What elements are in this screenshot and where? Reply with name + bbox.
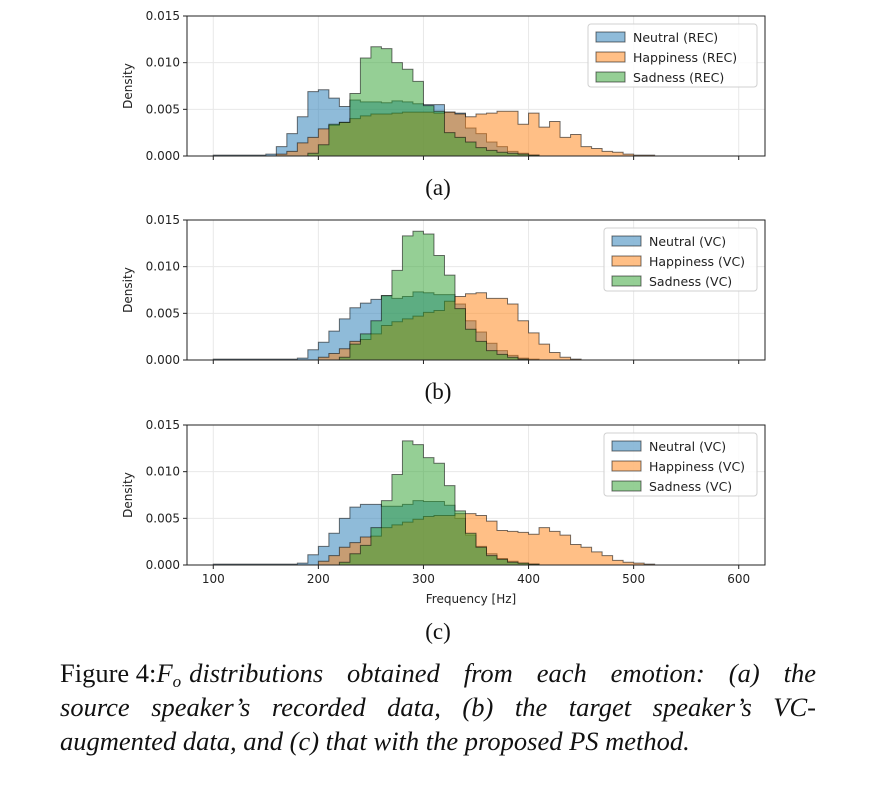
legend-entry: Neutral (REC): [633, 30, 718, 45]
legend-box: [587, 23, 758, 88]
panel-label-b: (b): [424, 379, 452, 404]
legend-swatch: [611, 255, 642, 267]
y-tick-label: 0.010: [146, 56, 180, 70]
x-tick-label: 100: [202, 572, 225, 586]
legend-swatch: [611, 460, 642, 472]
caption-symbol: F: [156, 658, 173, 688]
x-tick-label: 400: [517, 572, 540, 586]
histogram-sadness: [338, 440, 540, 566]
figure: 0.000 0.005 0.010 0.015 Density Neutral (REC)…: [121, 9, 766, 606]
histogram-sadness: [338, 230, 530, 361]
chart-panel-2: 100 200 300 400 500 600 0.000 0.005 0.010 0.015 De…: [121, 418, 766, 606]
caption-line-1: Figure 4: Fo distributions obtained from…: [60, 656, 816, 690]
caption-symbol-sub: o: [172, 672, 182, 691]
y-tick-label: 0.015: [146, 418, 180, 432]
y-tick-label: 0.005: [146, 102, 180, 116]
legend-box: [603, 227, 758, 292]
legend: Neutral (VC) Happiness (VC) Sadness (VC): [603, 432, 758, 497]
x-tick-label: 300: [412, 572, 435, 586]
caption-prefix: Figure 4:: [60, 658, 157, 688]
panel-label-a: (a): [425, 175, 451, 200]
y-tick-label: 0.015: [146, 9, 180, 23]
y-tick-label: 0.010: [146, 260, 180, 274]
legend-swatch: [595, 51, 626, 63]
histogram-sadness: [307, 46, 540, 157]
legend: Neutral (REC) Happiness (REC) Sadness (REC…: [587, 23, 758, 88]
y-tick-label: 0.005: [146, 511, 180, 525]
legend-entry: Neutral (VC): [649, 234, 726, 249]
legend: Neutral (VC) Happiness (VC) Sadness (VC): [603, 227, 758, 292]
legend-entry: Happiness (VC): [649, 254, 745, 269]
legend-swatch: [611, 480, 642, 492]
plot-frame: [186, 15, 766, 157]
legend-entry: Happiness (REC): [633, 50, 737, 65]
figure-caption: Figure 4: Fo distributions obtained from…: [60, 656, 816, 758]
legend-entry: Sadness (REC): [633, 70, 724, 85]
chart-panel-0: 0.000 0.005 0.010 0.015 Density Neutral (REC)…: [121, 9, 766, 163]
x-tick-label: 600: [727, 572, 750, 586]
y-tick-label: 0.000: [146, 353, 180, 367]
legend-swatch: [595, 31, 626, 43]
x-tick-label: 200: [307, 572, 330, 586]
y-tick-label: 0.005: [146, 306, 180, 320]
plot-frame: [186, 219, 766, 361]
legend-swatch: [611, 235, 642, 247]
legend-entry: Neutral (VC): [649, 439, 726, 454]
y-tick-label: 0.010: [146, 465, 180, 479]
caption-text-2: source speaker’s recorded data, (b) the …: [60, 692, 816, 722]
legend-entry: Sadness (VC): [649, 479, 732, 494]
y-tick-label: 0.000: [146, 149, 180, 163]
legend-entry: Sadness (VC): [649, 274, 732, 289]
x-axis-label: Frequency [Hz]: [426, 592, 517, 606]
caption-text-1: distributions obtained from each emotion…: [189, 658, 816, 688]
caption-text-3: augmented data, and (c) that with the pr…: [60, 726, 690, 756]
legend-box: [603, 432, 758, 497]
legend-entry: Happiness (VC): [649, 459, 745, 474]
x-tick-label: 500: [622, 572, 645, 586]
plot-frame: [186, 424, 766, 566]
y-axis-label: Density: [121, 472, 135, 518]
y-axis-label: Density: [121, 267, 135, 313]
legend-swatch: [611, 440, 642, 452]
y-tick-label: 0.000: [146, 558, 180, 572]
y-axis-label: Density: [121, 63, 135, 109]
legend-swatch: [611, 275, 642, 287]
y-tick-label: 0.015: [146, 213, 180, 227]
chart-panel-1: 0.000 0.005 0.010 0.015 Density Neutral (VC) H…: [121, 213, 766, 367]
legend-swatch: [595, 71, 626, 83]
panel-label-c: (c): [425, 619, 451, 644]
